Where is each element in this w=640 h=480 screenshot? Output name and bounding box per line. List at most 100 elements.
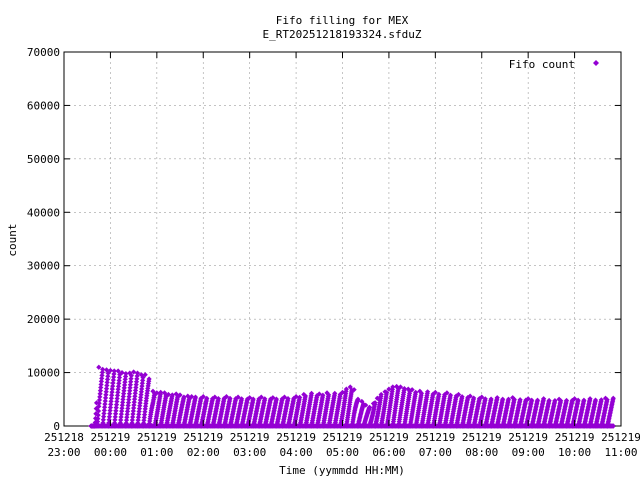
- data-point: [127, 388, 133, 394]
- data-point: [95, 408, 102, 414]
- data-point: [432, 389, 438, 395]
- data-point: [147, 418, 153, 424]
- data-point: [103, 389, 109, 395]
- data-point: [332, 390, 338, 397]
- data-point: [146, 376, 152, 382]
- y-tick-label: 0: [53, 420, 60, 433]
- data-point: [105, 373, 111, 379]
- data-point: [200, 394, 206, 400]
- data-point: [339, 389, 346, 395]
- data-point: [100, 420, 106, 426]
- data-point: [163, 392, 169, 398]
- data-point: [142, 403, 149, 409]
- data-point: [100, 366, 106, 372]
- x-tick-time: 00:00: [94, 446, 127, 459]
- data-point: [471, 395, 477, 401]
- data-point: [556, 396, 562, 402]
- data-point: [110, 377, 116, 383]
- data-point: [96, 364, 102, 370]
- data-point: [104, 382, 110, 389]
- data-point: [116, 374, 123, 381]
- data-point: [106, 417, 112, 423]
- data-point: [455, 391, 462, 398]
- data-point: [103, 386, 110, 392]
- data-point: [386, 386, 392, 392]
- data-point: [175, 393, 181, 399]
- data-point: [139, 383, 145, 389]
- data-point: [394, 383, 400, 390]
- data-point: [107, 407, 113, 414]
- data-point: [101, 410, 107, 417]
- data-point: [459, 394, 465, 400]
- data-point: [351, 387, 357, 393]
- data-point: [138, 389, 144, 395]
- data-point: [442, 392, 448, 398]
- data-point: [121, 385, 127, 391]
- data-point: [378, 391, 384, 398]
- data-point: [134, 376, 140, 382]
- data-point: [517, 397, 523, 403]
- y-tick-label: 10000: [27, 367, 60, 380]
- data-point: [109, 389, 115, 395]
- y-tick-label: 30000: [27, 260, 60, 273]
- data-point: [239, 396, 245, 402]
- data-point: [268, 396, 274, 402]
- data-point: [488, 396, 494, 402]
- data-point: [370, 400, 377, 407]
- data-point: [177, 392, 183, 398]
- data-point: [602, 395, 609, 401]
- data-point: [108, 398, 114, 404]
- data-point: [131, 402, 137, 408]
- data-point: [529, 397, 535, 403]
- data-point: [131, 369, 137, 375]
- data-point: [134, 370, 141, 376]
- data-point: [417, 388, 423, 394]
- data-point: [115, 386, 121, 392]
- data-point: [125, 402, 131, 409]
- x-tick-time: 09:00: [512, 446, 545, 459]
- x-tick-time: 05:00: [326, 446, 359, 459]
- data-point: [112, 420, 118, 426]
- x-tick-time: 04:00: [280, 446, 313, 459]
- x-tick-date: 251219: [508, 431, 548, 444]
- data-point: [409, 387, 415, 393]
- data-point: [413, 389, 419, 395]
- x-tick-time: 02:00: [187, 446, 220, 459]
- data-point: [541, 396, 547, 402]
- data-point: [138, 394, 144, 400]
- y-tick-label: 50000: [27, 153, 60, 166]
- data-point: [140, 374, 146, 381]
- data-point: [96, 403, 102, 410]
- data-point: [482, 396, 488, 402]
- data-point: [118, 417, 124, 423]
- data-point: [107, 404, 114, 411]
- data-point: [131, 399, 137, 405]
- y-tick-label: 70000: [27, 46, 60, 59]
- data-point: [117, 420, 124, 426]
- data-point: [114, 395, 120, 402]
- data-point: [192, 394, 199, 400]
- data-point: [104, 379, 110, 386]
- x-tick-time: 10:00: [558, 446, 591, 459]
- data-point: [212, 394, 218, 400]
- data-point: [124, 414, 130, 420]
- x-tick-date: 251219: [462, 431, 502, 444]
- data-point: [505, 396, 512, 402]
- data-point: [523, 397, 529, 403]
- data-point: [111, 374, 117, 380]
- data-point: [150, 388, 156, 394]
- data-point: [111, 368, 117, 374]
- data-point: [320, 392, 326, 398]
- data-point: [113, 405, 119, 411]
- data-point: [130, 414, 136, 420]
- data-point: [436, 391, 442, 397]
- data-point: [95, 412, 101, 418]
- data-point: [101, 413, 107, 420]
- x-tick-date: 251219: [369, 431, 409, 444]
- data-point: [125, 399, 132, 406]
- x-axis-label: Time (yymmdd HH:MM): [279, 464, 405, 477]
- data-point: [97, 391, 103, 397]
- data-point: [161, 390, 168, 396]
- data-point: [112, 414, 118, 420]
- data-point: [204, 395, 210, 402]
